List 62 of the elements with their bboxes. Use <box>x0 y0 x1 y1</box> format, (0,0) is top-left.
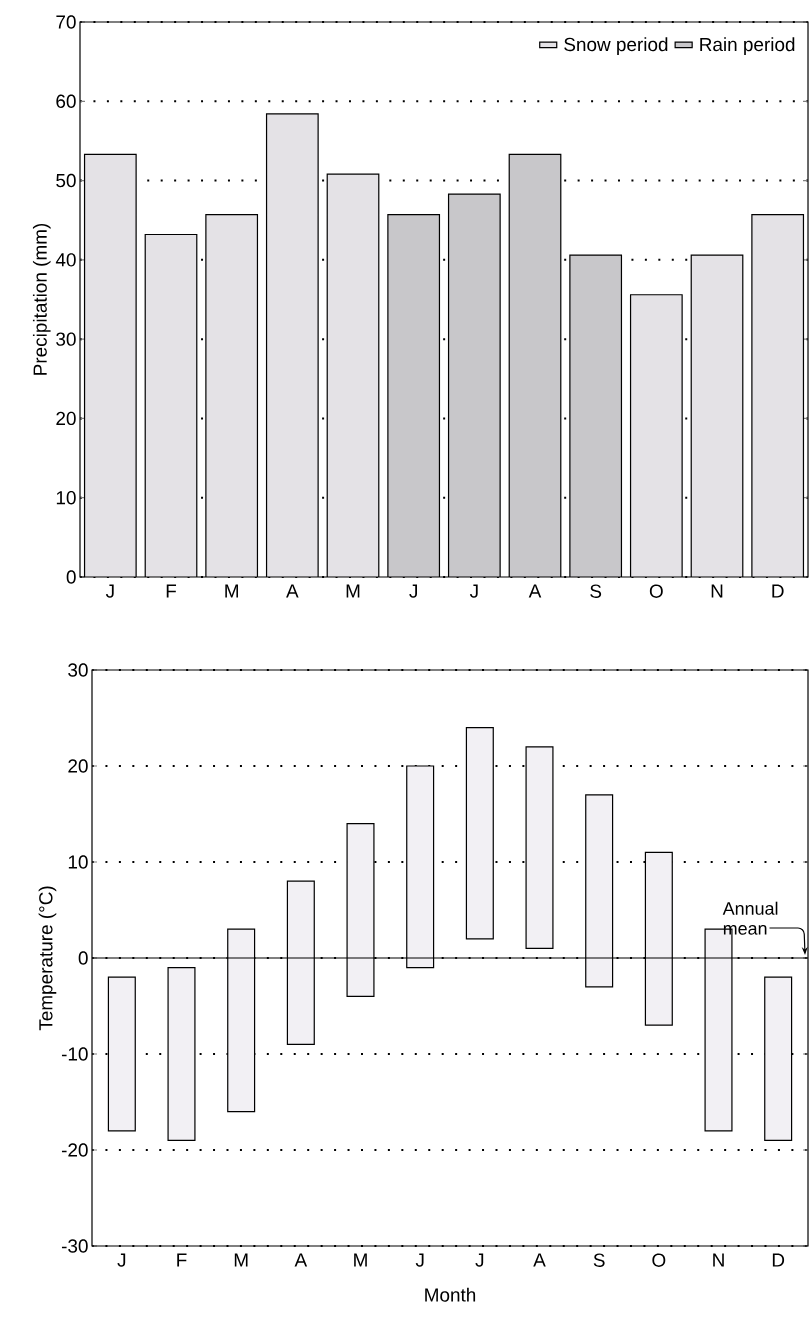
bar <box>145 234 197 577</box>
bar <box>629 294 683 577</box>
x-tick-label: O <box>652 1253 666 1267</box>
bar <box>690 254 744 577</box>
x-tick-label: J <box>415 1253 424 1267</box>
bar <box>448 194 501 577</box>
y-tick-label: 0 <box>78 951 88 965</box>
bar <box>525 746 554 949</box>
bar <box>84 154 137 577</box>
y-tick-label: 10 <box>56 491 76 505</box>
x-tick-label: S <box>590 584 602 598</box>
x-tick-label: N <box>713 1253 724 1267</box>
bar <box>751 214 805 577</box>
bar <box>266 113 319 577</box>
y-tick-label: 60 <box>56 94 76 108</box>
y-axis-title: Temperature (°C) <box>38 886 57 1031</box>
x-tick-label: O <box>649 584 663 598</box>
bar <box>167 967 196 1141</box>
ref-line-label: Annual mean <box>722 901 778 935</box>
y-tick-label: -30 <box>61 1239 88 1253</box>
bar <box>387 214 440 577</box>
x-tick-label: J <box>475 1253 484 1267</box>
bar <box>465 727 494 940</box>
x-tick-label: D <box>772 1253 785 1267</box>
x-tick-label: M <box>354 1253 367 1267</box>
x-axis-title: Month <box>425 1287 476 1302</box>
bar <box>327 174 379 577</box>
bar <box>205 214 258 577</box>
x-tick-label: A <box>528 584 542 598</box>
y-tick-label: 30 <box>56 332 76 346</box>
x-tick-label: J <box>409 584 417 598</box>
x-tick-label: S <box>593 1253 605 1267</box>
legend-label: Snow period <box>564 37 668 55</box>
y-tick-label: 0 <box>66 570 76 584</box>
x-tick-label: D <box>772 584 784 598</box>
y-tick-label: -10 <box>61 1047 88 1061</box>
y-tick-label: 30 <box>68 663 88 677</box>
x-tick-label: M <box>225 584 238 598</box>
y-tick-label: 20 <box>68 759 88 773</box>
x-tick-label: F <box>177 1253 187 1267</box>
x-tick-label: J <box>117 1253 126 1267</box>
x-tick-label: N <box>711 584 723 598</box>
bar <box>764 976 793 1141</box>
x-tick-label: J <box>105 584 114 598</box>
y-axis-title: Precipitation (mm) <box>32 223 51 375</box>
bar <box>107 976 136 1132</box>
x-tick-label: F <box>166 584 177 598</box>
bar <box>509 154 561 577</box>
legend-label: Rain period <box>700 37 795 55</box>
y-tick-label: -20 <box>61 1143 88 1157</box>
bar <box>569 254 623 577</box>
x-tick-label: M <box>346 584 360 598</box>
y-tick-label: 70 <box>56 15 76 29</box>
x-tick-label: A <box>533 1253 546 1267</box>
y-tick-label: 10 <box>68 855 88 869</box>
y-tick-label: 20 <box>56 411 76 426</box>
x-tick-label: M <box>234 1253 248 1267</box>
x-tick-label: A <box>286 584 299 598</box>
x-tick-label: J <box>469 584 478 598</box>
y-tick-label: 40 <box>55 253 76 267</box>
x-tick-label: A <box>294 1253 308 1267</box>
y-tick-label: 50 <box>56 173 76 188</box>
